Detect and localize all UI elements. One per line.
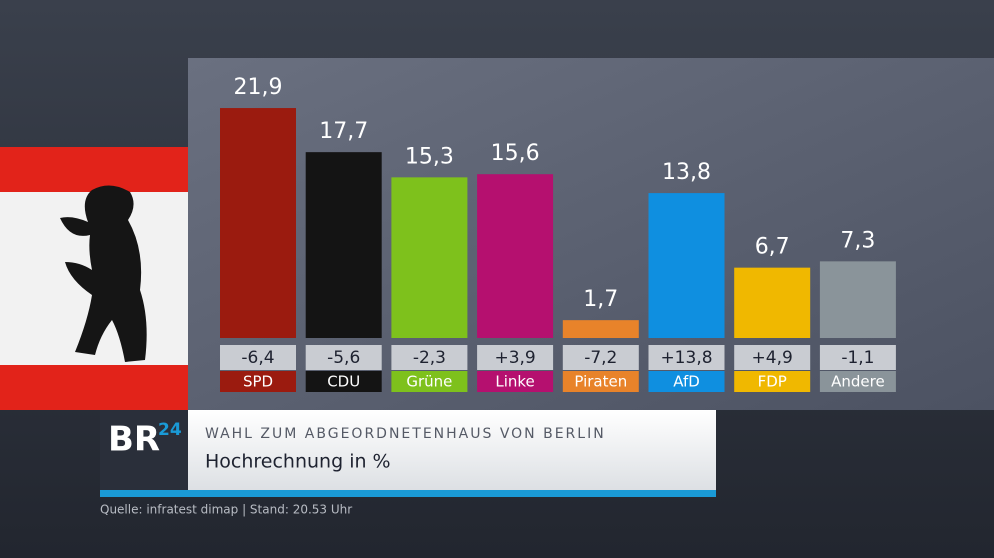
- logo-box: [100, 410, 188, 490]
- bar: [305, 152, 382, 338]
- value-label: 15,6: [491, 141, 540, 166]
- logo: BR: [108, 420, 160, 460]
- change-box: [819, 345, 896, 370]
- change-box: [648, 345, 725, 370]
- change-label: -1,1: [841, 348, 874, 368]
- value-label: 13,8: [662, 160, 711, 185]
- change-box: [562, 345, 639, 370]
- change-label: -5,6: [327, 348, 360, 368]
- change-label: +3,9: [494, 348, 535, 368]
- x-tick-label: Grüne: [406, 373, 452, 391]
- party-box: [819, 371, 896, 392]
- party-box: [477, 371, 554, 392]
- x-tick-label: Andere: [831, 373, 885, 391]
- party-box: [305, 371, 382, 392]
- bar: [819, 261, 896, 338]
- value-label: 1,7: [583, 287, 618, 312]
- change-box: [734, 345, 811, 370]
- title-banner: [100, 410, 716, 490]
- change-label: -7,2: [584, 348, 617, 368]
- change-box: [220, 345, 296, 370]
- banner-stripe: [100, 490, 716, 497]
- x-tick-label: AfD: [673, 373, 700, 391]
- bar: [391, 177, 468, 338]
- value-label: 17,7: [319, 119, 368, 144]
- berlin-flag: [0, 147, 188, 410]
- change-box: [391, 345, 468, 370]
- party-box: [220, 371, 296, 392]
- change-label: -6,4: [241, 348, 274, 368]
- chart-subtitle: Hochrechnung in %: [205, 451, 391, 473]
- party-box: [562, 371, 639, 392]
- chart-title: WAHL ZUM ABGEORDNETENHAUS VON BERLIN: [205, 426, 606, 442]
- value-label: 21,9: [234, 75, 283, 100]
- x-tick-label: Piraten: [574, 373, 627, 391]
- change-box: [305, 345, 382, 370]
- source: Quelle: infratest dimap | Stand: 20.53 U…: [100, 503, 352, 517]
- x-tick-label: Linke: [495, 373, 534, 391]
- x-tick-label: FDP: [758, 373, 787, 391]
- x-tick-label: SPD: [243, 373, 273, 391]
- change-box: [477, 345, 554, 370]
- change-label: +13,8: [660, 348, 712, 368]
- logo-number: 24: [158, 420, 182, 440]
- bar: [734, 267, 811, 338]
- change-label: -2,3: [413, 348, 446, 368]
- bar: [648, 193, 725, 338]
- bar: [220, 108, 296, 338]
- party-box: [734, 371, 811, 392]
- value-label: 6,7: [755, 235, 790, 260]
- party-box: [648, 371, 725, 392]
- bar: [562, 320, 639, 338]
- value-label: 7,3: [840, 228, 875, 253]
- change-label: +4,9: [752, 348, 793, 368]
- bar: [477, 174, 554, 338]
- value-label: 15,3: [405, 144, 454, 169]
- party-box: [391, 371, 468, 392]
- x-tick-label: CDU: [327, 373, 360, 391]
